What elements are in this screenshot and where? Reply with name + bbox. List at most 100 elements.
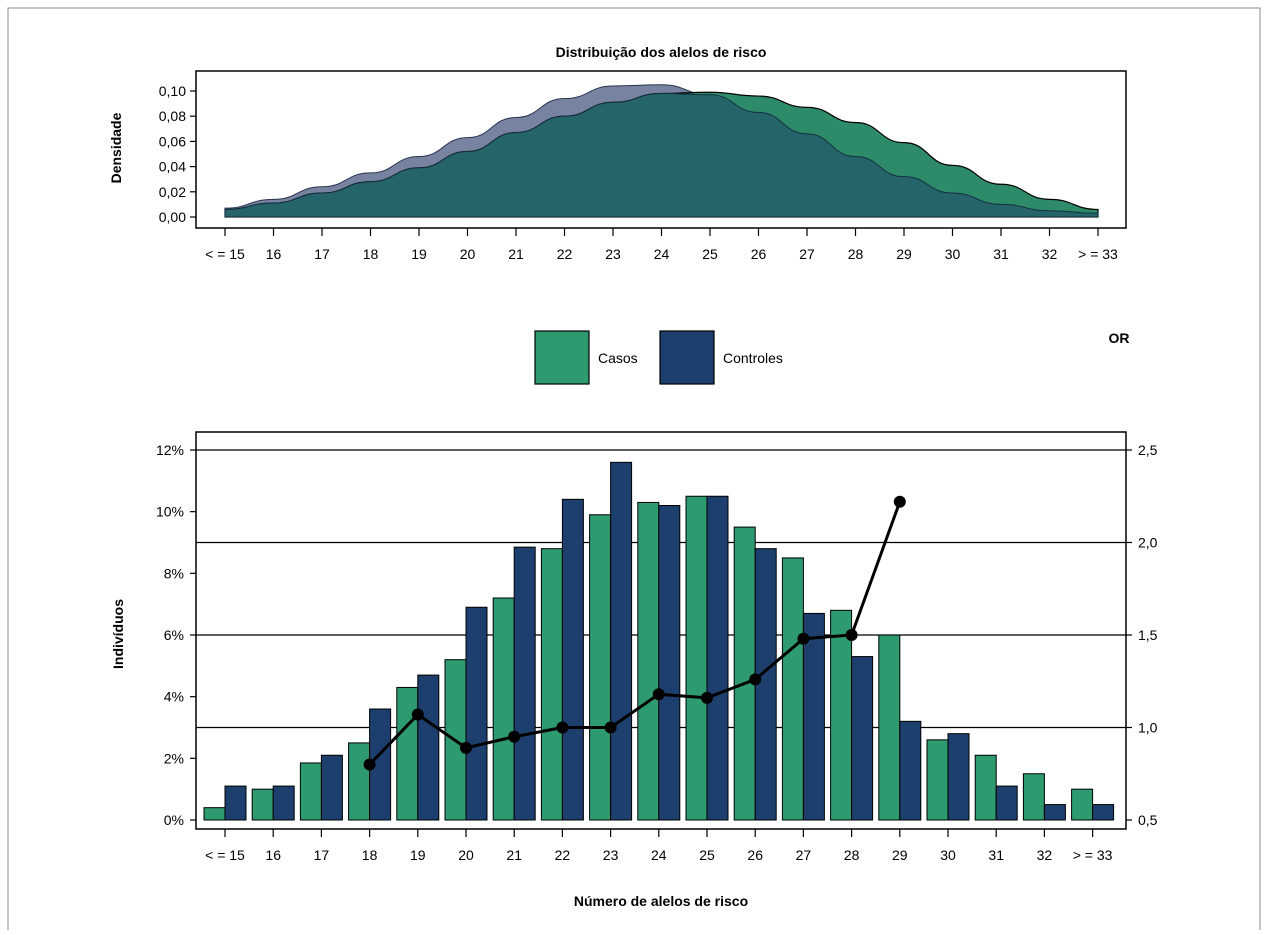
bar-y2-tick-label: 2,0: [1138, 535, 1158, 551]
bar-x-tick-label: 21: [506, 847, 522, 863]
density-x-tick-label: 16: [266, 246, 282, 262]
bar-x-tick-label: 19: [410, 847, 426, 863]
bar-controles-32: [1043, 804, 1066, 821]
density-y-axis-title: Densidade: [108, 112, 124, 183]
bar-y-ticks: 0% 2% 4% 6% 8% 10% 12%: [156, 442, 196, 828]
bar-y-tick-label: 4%: [164, 689, 184, 705]
density-y-ticks: 0,00 0,02 0,04 0,06 0,08 0,10: [159, 83, 196, 225]
bar-x-tick-label: 26: [747, 847, 763, 863]
bar-y-tick-label: 2%: [164, 750, 184, 766]
bar-y-tick-label: 0%: [164, 812, 184, 828]
bar-casos-33: [1071, 788, 1094, 821]
bar-casos-30: [926, 739, 949, 821]
bar-controles-19: [417, 674, 440, 821]
legend-swatch-casos: [534, 330, 590, 385]
bar-casos-29: [878, 634, 901, 821]
density-x-tick-label: 23: [605, 246, 621, 262]
bar-controles-29: [899, 720, 922, 821]
bar-plot-area: [195, 431, 1127, 830]
bar-y2-tick-label: 1,5: [1138, 627, 1158, 643]
legend-label-controles: Controles: [723, 350, 783, 366]
bar-casos-26: [733, 526, 756, 821]
or-point-25: [701, 691, 713, 704]
or-point-26: [749, 673, 762, 686]
bar-casos-31: [974, 754, 997, 821]
bar-controles-22: [561, 498, 584, 821]
bar-casos-22: [540, 548, 563, 821]
bar-x-tick-label: 32: [1037, 847, 1053, 863]
or-axis-title: OR: [1109, 330, 1130, 346]
bar-controles-33: [1092, 804, 1115, 821]
bar-casos-32: [1022, 773, 1045, 821]
bar-chart: Indivíduos Número de alelos de risco 0% 2…: [110, 431, 1158, 909]
or-line-path: [368, 501, 902, 766]
bar-casos-16: [251, 788, 274, 821]
bar-y2-tick-label: 1,0: [1138, 720, 1158, 736]
density-x-tick-label: 26: [751, 246, 767, 262]
bar-x-tick-label: 20: [458, 847, 474, 863]
density-title: Distribuição dos alelos de risco: [556, 44, 767, 60]
bar-x-tick-label: 31: [988, 847, 1004, 863]
density-x-tick-label: 27: [799, 246, 815, 262]
density-y-tick-label: 0,08: [159, 108, 186, 124]
density-x-tick-label: < = 15: [205, 246, 245, 262]
or-line: [363, 495, 906, 771]
bar-y-axis-title: Indivíduos: [110, 599, 126, 669]
density-x-tick-label: 30: [945, 246, 961, 262]
density-x-tick-label: 17: [314, 246, 330, 262]
or-point-19: [411, 708, 424, 721]
bar-casos-28: [830, 609, 853, 821]
bar-controles-20: [465, 606, 488, 821]
density-x-tick-label: 29: [896, 246, 912, 262]
bar-x-tick-label: 17: [314, 847, 330, 863]
or-point-18: [363, 758, 376, 771]
bar-y2-tick-label: 2,5: [1138, 442, 1158, 458]
bar-x-tick-label: 30: [940, 847, 956, 863]
bar-casos-21: [492, 597, 515, 821]
bar-y-tick-label: 6%: [164, 627, 184, 643]
density-y-tick-label: 0,10: [159, 83, 186, 99]
bar-casos-15: [203, 807, 226, 821]
density-x-tick-label: 18: [363, 246, 379, 262]
bar-x-tick-label: 24: [651, 847, 667, 863]
or-point-20: [460, 741, 472, 754]
bar-controles-25: [706, 495, 729, 821]
or-point-23: [604, 721, 617, 734]
bar-x-tick-label: < = 15: [205, 847, 245, 863]
bar-controles-21: [513, 546, 536, 821]
bar-x-tick-label: 22: [555, 847, 571, 863]
density-x-tick-label: 31: [993, 246, 1009, 262]
bar-x-tick-label: 29: [892, 847, 908, 863]
density-x-tick-label: 25: [702, 246, 718, 262]
bar-x-tick-label: 18: [362, 847, 378, 863]
bar-y-tick-label: 12%: [156, 442, 184, 458]
legend-swatch-controles: [659, 330, 715, 385]
bar-controles-24: [658, 505, 681, 821]
density-y-tick-label: 0,04: [159, 159, 186, 175]
density-chart: Distribuição dos alelos de risco Densida…: [108, 44, 1127, 262]
density-x-tick-label: 28: [848, 246, 864, 262]
bar-casos-27: [781, 557, 804, 821]
or-point-28: [845, 629, 858, 641]
bar-casos-19: [396, 686, 419, 821]
bar-casos-25: [685, 495, 708, 821]
legend: Casos Controles: [534, 330, 783, 385]
bar-casos-17: [299, 762, 322, 821]
bar-y2-ticks: 0,5 1,0 1,5 2,0 2,5: [1126, 442, 1158, 828]
bar-controles-31: [995, 785, 1018, 821]
density-x-tick-label: 20: [460, 246, 476, 262]
density-x-tick-label: 21: [508, 246, 524, 262]
bar-x-tick-label: 23: [603, 847, 619, 863]
bar-x-tick-label: 25: [699, 847, 715, 863]
or-point-22: [556, 721, 569, 734]
bar-x-tick-label: 28: [844, 847, 860, 863]
density-x-tick-label: 22: [557, 246, 573, 262]
bar-controles-28: [851, 656, 874, 821]
bar-x-ticks: < = 15 16 17 18 19 20 21 22 23 24 25 26 27 28 29 30 31 32…: [205, 829, 1113, 863]
bar-controles-27: [802, 612, 825, 821]
density-area-overlap: [224, 93, 1099, 218]
density-x-ticks: < = 15 16 17 18 19 20 21 22 23 24 25 26 27 28 29 30 31 32…: [205, 228, 1118, 262]
bar-casos-23: [589, 514, 612, 821]
